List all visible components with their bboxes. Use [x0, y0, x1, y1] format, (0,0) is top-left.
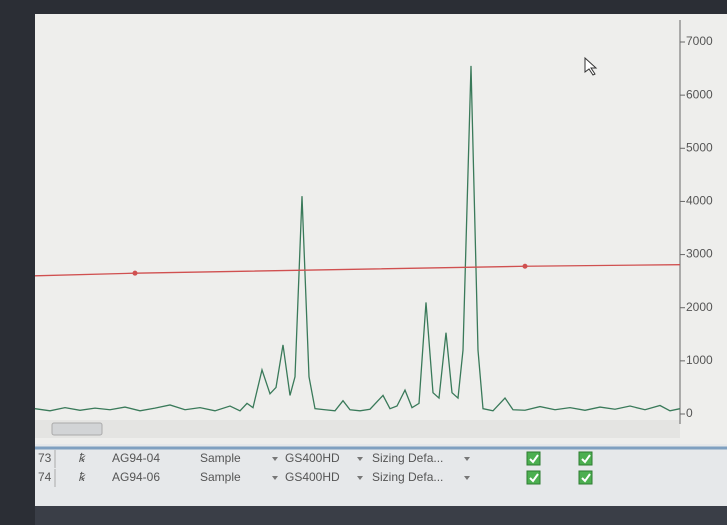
- checkbox[interactable]: [579, 452, 592, 465]
- y-tick-label: 7000: [686, 34, 713, 48]
- table-cell: GS400HD: [285, 470, 340, 484]
- y-tick-label: 6000: [686, 87, 713, 101]
- status-bar: [35, 506, 727, 525]
- screen: 0 1000 2000 3000 4000 5000 6000 7000 73 AG94-04 Sa…: [0, 0, 727, 525]
- y-tick-label: 5000: [686, 140, 713, 154]
- table-cell: AG94-06: [112, 470, 160, 484]
- scroll-bar[interactable]: [35, 420, 680, 438]
- table-cell: GS400HD: [285, 451, 340, 465]
- table-cell: Sizing Defa...: [372, 451, 443, 465]
- table-cell: Sample: [200, 470, 241, 484]
- y-tick-label: 3000: [686, 247, 713, 261]
- checkbox[interactable]: [579, 471, 592, 484]
- y-tick-label: 1000: [686, 353, 713, 367]
- threshold-marker: [523, 264, 528, 269]
- table-cell: 73: [38, 451, 52, 465]
- threshold-marker: [133, 271, 138, 276]
- y-tick-label: 2000: [686, 300, 713, 314]
- table-cell: AG94-04: [112, 451, 160, 465]
- plot-panel: [35, 14, 727, 444]
- y-tick-label: 0: [686, 406, 693, 420]
- scroll-thumb[interactable]: [52, 423, 102, 435]
- checkbox[interactable]: [527, 452, 540, 465]
- table-cell: Sizing Defa...: [372, 470, 443, 484]
- page: 0 1000 2000 3000 4000 5000 6000 7000 73 AG94-04 Sa…: [0, 0, 727, 525]
- y-tick-label: 4000: [686, 194, 713, 208]
- checkbox[interactable]: [527, 471, 540, 484]
- table-cell: 74: [38, 470, 52, 484]
- table-cell: Sample: [200, 451, 241, 465]
